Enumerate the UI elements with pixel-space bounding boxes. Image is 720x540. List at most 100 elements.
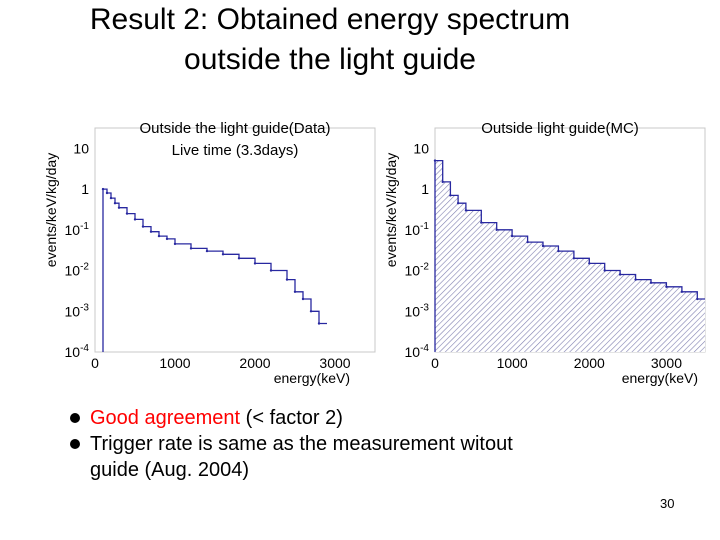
data-point [133,218,137,221]
page-number: 30 [660,496,675,511]
x-tick-label: 3000 [651,355,682,371]
y-tick-label: 1 [81,181,89,197]
data-point [665,285,668,288]
bullet-list: Good agreement (< factor 2) Trigger rate… [70,405,513,483]
chart-title: Outside the light guide(Data) [140,120,331,137]
y-tick-base: 10 [405,303,421,319]
data-point [189,247,193,250]
y-tick-label: 10-1 [65,221,90,238]
data-point [449,194,452,197]
x-tick-label: 0 [431,355,439,371]
data-point [495,228,498,231]
data-point [149,230,153,233]
data-point [173,242,177,246]
y-tick-base: 10 [405,222,421,238]
x-tick-label: 2000 [574,355,605,371]
x-tick-label: 1000 [497,355,528,371]
data-point [441,180,444,184]
data-point [101,187,105,191]
histogram-series [434,159,705,352]
data-point [572,257,576,260]
y-tick-exponent: -3 [420,302,429,313]
y-tick-base: 10 [65,303,81,319]
y-tick-exponent: -1 [80,221,89,232]
data-point [309,310,313,313]
y-tick-base: 1 [421,181,429,197]
data-point [464,209,468,212]
y-tick-exponent: -2 [420,262,429,273]
bullet-dot-icon [70,413,80,423]
y-tick-base: 10 [73,140,89,156]
data-point [618,273,622,276]
data-point [680,290,684,293]
chart-title: Outside light guide(MC) [481,120,639,137]
data-point [117,206,121,209]
data-point [480,221,483,224]
y-tick-base: 10 [405,263,421,279]
y-tick-label: 10-2 [65,262,90,279]
data-point [541,244,545,248]
y-tick-exponent: -2 [80,262,89,273]
bullet-text: guide (Aug. 2004) [90,459,250,481]
y-tick-label: 10 [413,140,429,156]
plot-frame [94,127,376,353]
data-point [526,240,529,244]
y-tick-base: 1 [81,181,89,197]
bullet-highlight: Good agreement [90,407,241,429]
data-point [301,297,305,301]
slide-title-line2: outside the light guide [184,43,476,76]
y-tick-base: 10 [65,222,81,238]
data-point [221,253,225,256]
data-point [125,212,129,215]
histogram-fill [435,160,705,352]
bullet-item: Trigger rate is same as the measurement … [70,431,513,457]
data-point [456,202,460,205]
data-point [141,225,145,228]
data-point [634,278,637,281]
data-point [603,269,606,272]
x-axis-title: energy(keV) [622,370,698,386]
y-tick-base: 10 [405,344,421,360]
data-point [433,159,437,162]
slide-title-line1: Result 2: Obtained energy spectrum [89,3,571,36]
bullet-item-continuation: guide (Aug. 2004) [70,457,513,483]
y-tick-label: 10-1 [405,221,430,238]
y-axis-title: events/keV/kg/day [43,153,59,267]
data-point [557,249,560,253]
bullet-item: Good agreement (< factor 2) [70,405,513,431]
data-point [269,269,273,272]
y-axis-title: events/keV/kg/day [383,153,399,267]
y-tick-label: 10-3 [65,302,90,319]
y-tick-base: 10 [65,344,81,360]
y-tick-base: 10 [65,263,81,279]
data-point [293,290,297,293]
histogram-series [102,188,327,352]
data-point [157,234,161,238]
y-tick-base: 10 [413,140,429,156]
data-point [696,297,699,301]
x-tick-label: 2000 [239,355,270,371]
x-axis-title: energy(keV) [274,370,350,386]
y-tick-exponent: -4 [80,343,89,354]
bullet-text: (< factor 2) [240,407,343,429]
data-point [165,237,169,241]
data-point [510,234,514,238]
data-point [105,191,109,195]
data-point [588,262,591,265]
chart-subtitle: Live time (3.3days) [172,142,299,159]
data-point [253,262,257,265]
data-point [113,202,117,205]
y-tick-exponent: -1 [420,221,429,232]
data-point [205,249,209,253]
x-tick-label: 0 [91,355,99,371]
y-tick-label: 1 [421,181,429,197]
y-tick-label: 10-4 [65,343,90,360]
bullet-text: Trigger rate is same as the measurement … [90,433,513,455]
y-tick-exponent: -4 [420,343,429,354]
y-tick-label: 10-3 [405,302,430,319]
data-point [109,196,113,200]
data-point [317,322,321,325]
data-point [237,257,241,260]
data-point [285,278,289,281]
